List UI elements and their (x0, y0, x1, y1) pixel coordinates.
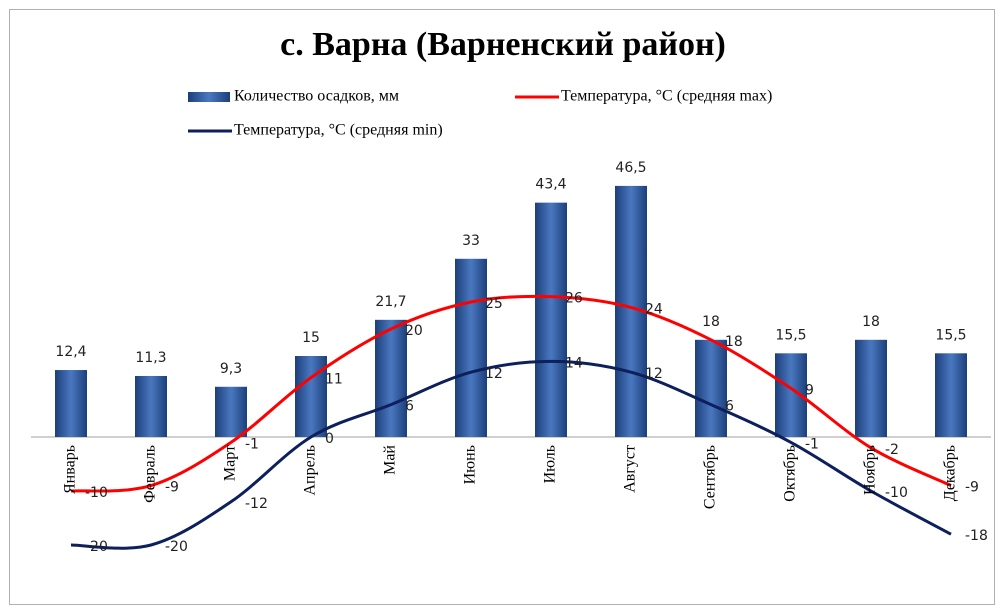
x-tick-label: Август (622, 445, 639, 493)
bar (215, 386, 247, 437)
data-label: 15,5 (935, 327, 966, 343)
data-label: -9 (165, 480, 179, 496)
data-label: -1 (245, 436, 259, 452)
x-tick-label: Июль (542, 445, 559, 483)
data-label: 9,3 (220, 361, 242, 377)
bar (375, 319, 407, 437)
data-label: 11 (325, 372, 343, 388)
data-label: 26 (565, 291, 583, 307)
data-label: -1 (805, 436, 819, 452)
x-tick-label: Октябрь (782, 445, 799, 502)
data-label: -12 (245, 496, 268, 512)
data-label: -9 (965, 480, 979, 496)
x-tick-label: Февраль (142, 445, 159, 503)
x-tick-label: Май (382, 445, 399, 475)
x-tick-label: Ноябрь (862, 445, 879, 495)
data-label: 18 (862, 314, 880, 330)
bar (695, 339, 727, 437)
data-label: -10 (885, 485, 908, 501)
data-label: 43,4 (535, 177, 566, 193)
bar (455, 258, 487, 437)
x-tick-label: Июнь (462, 445, 479, 484)
bar (935, 353, 967, 437)
bar (855, 339, 887, 437)
data-label: 12,4 (55, 344, 86, 360)
x-tick-label: Январь (62, 445, 79, 494)
data-label: 15,5 (775, 327, 806, 343)
data-label: -20 (165, 539, 188, 555)
data-label: -20 (85, 539, 108, 555)
data-label: 14 (565, 355, 583, 371)
data-label: 6 (405, 399, 414, 415)
data-label: 20 (405, 323, 423, 339)
x-tick-label: Сентябрь (702, 445, 719, 509)
data-label: 21,7 (375, 294, 406, 310)
data-label: 0 (325, 431, 334, 447)
line (70, 294, 952, 493)
data-label: 15 (302, 330, 320, 346)
data-label: 25 (485, 296, 503, 312)
data-label: 46,5 (615, 160, 646, 176)
x-tick-label: Март (222, 445, 239, 481)
data-label: -18 (965, 528, 988, 544)
data-label: -2 (885, 442, 899, 458)
chart-border (9, 9, 995, 605)
data-label: 6 (725, 399, 734, 415)
line (70, 359, 952, 550)
x-tick-label: Декабрь (942, 445, 959, 501)
legend-label: Количество осадков, мм (234, 88, 399, 105)
legend-swatch (188, 92, 230, 102)
data-label: 9 (805, 382, 814, 398)
bar (135, 375, 167, 437)
data-label: 12 (485, 366, 503, 382)
bar (535, 202, 567, 437)
bar (55, 370, 87, 437)
legend-label: Температура, °C (средняя min) (234, 122, 443, 139)
data-label: 33 (462, 233, 480, 249)
chart-title: с. Варна (Варненский район) (280, 26, 726, 63)
data-label: 18 (725, 334, 743, 350)
data-label: 24 (645, 301, 663, 317)
data-label: 11,3 (135, 350, 166, 366)
legend-label: Температура, °C (средняя max) (561, 88, 772, 105)
data-label: 12 (645, 366, 663, 382)
x-tick-label: Апрель (302, 445, 319, 496)
data-label: -10 (85, 485, 108, 501)
data-label: 18 (702, 314, 720, 330)
